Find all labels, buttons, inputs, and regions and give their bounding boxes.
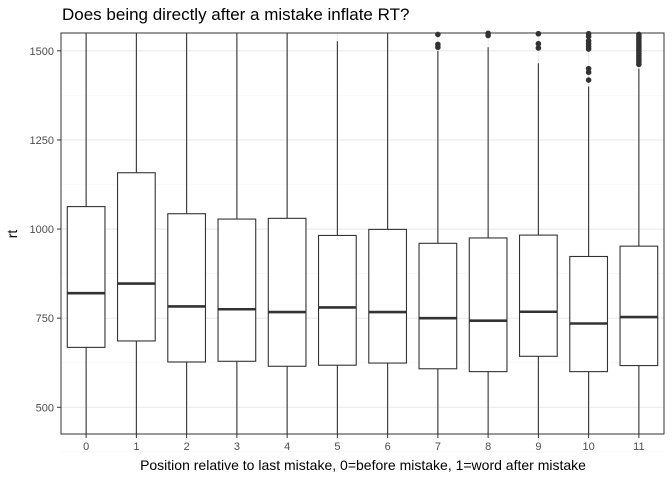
outlier-point — [585, 38, 592, 44]
x-tick-label: 10 — [583, 441, 595, 453]
box-iqr — [619, 245, 659, 367]
boxes — [66, 30, 659, 434]
x-tick-label: 1 — [133, 441, 139, 453]
box-6 — [368, 33, 408, 434]
outlier-point — [585, 65, 592, 72]
x-tick-label: 8 — [485, 441, 491, 453]
box-iqr — [569, 255, 609, 373]
chart-title: Does being directly after a mistake infl… — [62, 5, 409, 24]
outlier-point — [585, 77, 592, 83]
panel-border — [60, 32, 665, 435]
outlier-point — [435, 41, 441, 48]
y-tick-label: 500 — [36, 402, 54, 414]
box-iqr — [368, 228, 408, 364]
y-axis: 500 750 1000 1250 1500 — [30, 46, 61, 414]
x-tick-label: 7 — [435, 441, 441, 453]
outlier-point — [585, 30, 592, 37]
x-tick-label: 9 — [535, 441, 541, 453]
box-iqr — [217, 218, 257, 362]
box-10 — [569, 30, 609, 434]
x-tick-label: 4 — [284, 441, 290, 453]
x-tick-label: 6 — [385, 441, 391, 453]
box-iqr — [167, 213, 207, 363]
y-tick-label: 1000 — [30, 224, 54, 236]
y-axis-title: rt — [4, 230, 20, 239]
x-axis: 0 1 2 3 4 5 6 7 8 9 10 11 — [83, 434, 645, 453]
box-3 — [217, 33, 257, 434]
outlier-point — [535, 40, 542, 47]
box-2 — [167, 33, 207, 434]
x-tick-label: 5 — [334, 441, 340, 453]
y-tick-label: 1250 — [30, 135, 54, 147]
x-tick-label: 11 — [633, 441, 644, 453]
y-tick-label: 750 — [36, 313, 54, 325]
box-9 — [518, 30, 558, 434]
x-tick-label: 0 — [83, 441, 89, 453]
x-tick-label: 3 — [234, 441, 240, 453]
box-0 — [66, 33, 106, 434]
box-4 — [267, 33, 307, 434]
box-1 — [116, 33, 156, 434]
box-iqr — [267, 217, 307, 367]
box-iqr — [66, 206, 106, 348]
y-tick-label: 1500 — [30, 46, 54, 58]
box-iqr — [518, 234, 558, 357]
box-iqr — [418, 242, 458, 370]
box-11 — [619, 31, 659, 434]
box-iqr — [116, 172, 156, 342]
box-iqr — [468, 237, 508, 373]
outlier-point — [435, 31, 441, 38]
box-7 — [418, 31, 458, 434]
outlier-point — [636, 31, 642, 38]
box-8 — [468, 30, 508, 434]
outlier-point — [535, 45, 542, 51]
outlier-point — [535, 30, 542, 37]
box-iqr — [317, 234, 357, 366]
x-axis-title: Position relative to last mistake, 0=bef… — [140, 457, 586, 473]
box-5 — [317, 41, 357, 434]
x-tick-label: 2 — [184, 441, 190, 453]
